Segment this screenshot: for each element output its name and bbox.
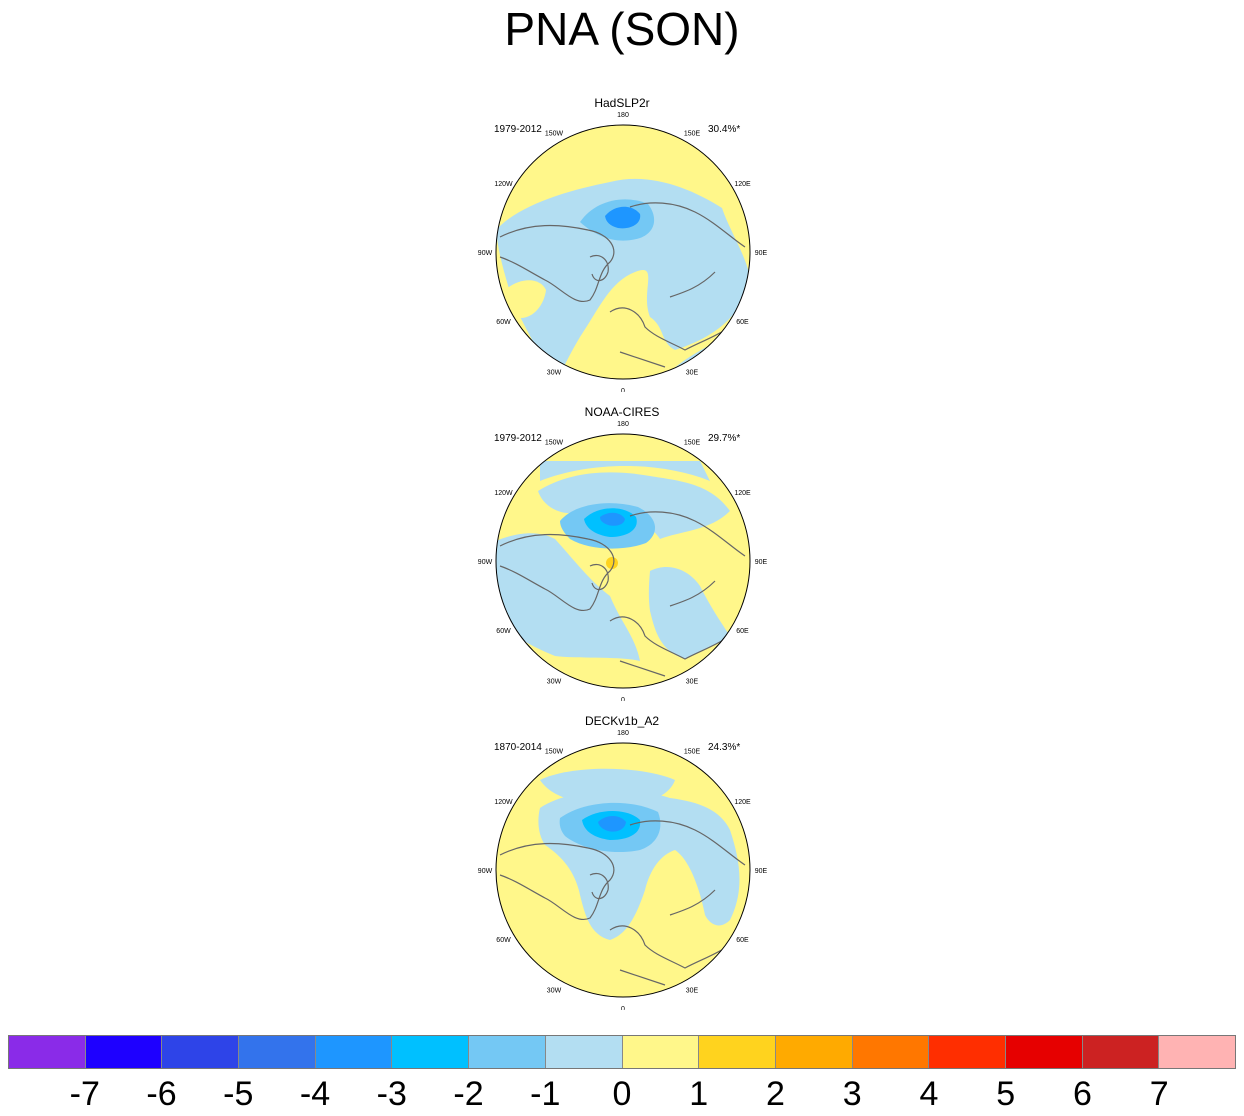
panel-period: 1870-2014 — [494, 742, 542, 753]
longitude-label: 0 — [621, 388, 625, 392]
colorbar-box — [775, 1036, 853, 1068]
longitude-label: 30E — [686, 988, 699, 995]
panel-title: DECKv1b_A2 — [584, 714, 660, 728]
colorbar-label: 1 — [689, 1075, 709, 1113]
colorbar-box — [929, 1036, 1006, 1068]
panel-period: 1979-2012 — [494, 433, 542, 444]
colorbar-label: -7 — [69, 1075, 100, 1113]
colorbar-label: -1 — [530, 1075, 561, 1113]
longitude-label: 60W — [496, 628, 511, 635]
longitude-label: 150W — [545, 131, 564, 138]
colorbar-box — [1082, 1036, 1160, 1068]
panel-period: 1979-2012 — [494, 124, 542, 135]
longitude-label: 30E — [686, 679, 699, 686]
longitude-label: 150W — [545, 440, 564, 447]
map-panel-hadslp2r: HadSLP2r 1979-2012 30.4%* 180 150E 120E 90E… — [0, 96, 1244, 396]
colorbar-box — [1159, 1036, 1235, 1068]
map-panel-noaa-cires: NOAA-CIRES 1979-2012 29.7%* 180 150E 120E 9… — [0, 405, 1244, 705]
longitude-label: 90E — [755, 559, 768, 566]
colorbar-label: 3 — [842, 1075, 862, 1113]
longitude-label: 90W — [478, 868, 493, 875]
colorbar-label: 0 — [612, 1075, 632, 1113]
longitude-label: 90E — [755, 868, 768, 875]
longitude-label: 120W — [494, 490, 513, 497]
colorbar-box — [9, 1036, 86, 1068]
colorbar-label: -5 — [223, 1075, 254, 1113]
colorbar-box — [315, 1036, 393, 1068]
longitude-label: 60E — [736, 628, 749, 635]
longitude-label: 30E — [686, 370, 699, 377]
longitude-label: 60W — [496, 319, 511, 326]
polar-map: 180 150E 120E 90E 60E 30E 0 30W 60W 90W 120W 150W — [478, 730, 768, 1010]
longitude-label: 180 — [617, 730, 629, 737]
longitude-label: 120E — [734, 181, 751, 188]
colorbar-box — [392, 1036, 470, 1068]
colorbar-label: -3 — [376, 1075, 407, 1113]
longitude-label: 0 — [621, 697, 625, 701]
longitude-label: 120E — [734, 490, 751, 497]
longitude-label: 30W — [547, 988, 562, 995]
colorbar-label: 4 — [919, 1075, 939, 1113]
polar-map: 180 150E 120E 90E 60E 30E 0 30W 60W 90W 120W 150W — [478, 421, 768, 701]
colorbar-box — [469, 1036, 546, 1068]
longitude-label: 120E — [734, 799, 751, 806]
longitude-label: 30W — [547, 370, 562, 377]
colorbar-box — [699, 1036, 776, 1068]
panel-variance: 30.4%* — [708, 124, 741, 135]
longitude-label: 60E — [736, 937, 749, 944]
longitude-label: 180 — [617, 112, 629, 119]
map-panel-deckv1b-a2: DECKv1b_A2 1870-2014 24.3%* 180 150E 120E 9… — [0, 714, 1244, 1014]
colorbar-label: -4 — [299, 1075, 331, 1113]
colorbar-label: 5 — [996, 1075, 1016, 1113]
longitude-label: 90W — [478, 250, 493, 257]
colorbar — [8, 1035, 1236, 1069]
longitude-label: 90W — [478, 559, 493, 566]
longitude-label: 90E — [755, 250, 768, 257]
colorbar-box — [239, 1036, 316, 1068]
colorbar-box — [162, 1036, 240, 1068]
panel-title: HadSLP2r — [594, 96, 650, 110]
colorbar-label: 7 — [1149, 1075, 1169, 1113]
polar-map: 180 150E 120E 90E 60E 30E 0 30W 60W 90W 120W 150W — [478, 112, 768, 392]
colorbar-box — [1005, 1036, 1083, 1068]
colorbar-label: -2 — [453, 1075, 484, 1113]
longitude-label: 150E — [684, 749, 701, 756]
longitude-label: 150E — [684, 440, 701, 447]
colorbar-box — [545, 1036, 623, 1068]
colorbar-box — [852, 1036, 930, 1068]
colorbar-label: -6 — [146, 1075, 177, 1113]
longitude-label: 120W — [494, 181, 513, 188]
longitude-label: 60W — [496, 937, 511, 944]
longitude-label: 0 — [621, 1006, 625, 1010]
longitude-label: 30W — [547, 679, 562, 686]
colorbar-label: 2 — [766, 1075, 785, 1113]
page-title: PNA (SON) — [504, 3, 740, 55]
panel-variance: 29.7%* — [708, 433, 741, 444]
longitude-label: 120W — [494, 799, 513, 806]
longitude-label: 180 — [617, 421, 629, 428]
longitude-label: 150W — [545, 749, 564, 756]
longitude-label: 150E — [684, 131, 701, 138]
colorbar-box — [622, 1036, 700, 1068]
colorbar-label: 6 — [1073, 1075, 1092, 1113]
longitude-label: 60E — [736, 319, 749, 326]
colorbar-box — [85, 1036, 163, 1068]
panel-variance: 24.3%* — [708, 742, 741, 753]
panel-title: NOAA-CIRES — [584, 405, 660, 419]
